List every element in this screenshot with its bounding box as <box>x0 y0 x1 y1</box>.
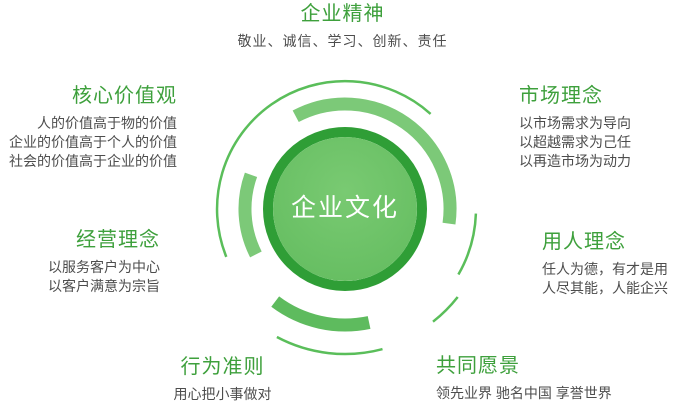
decor-thin-arc-bottom-right <box>432 296 459 323</box>
section-market-line: 以再造市场为动力 <box>519 153 631 169</box>
section-conduct-line: 用心把小事做对 <box>173 386 272 402</box>
decor-thick-arc-left <box>238 172 262 258</box>
section-conduct: 行为准则 用心把小事做对 <box>150 356 295 404</box>
section-vision-title: 共同愿景 <box>436 355 520 377</box>
section-core-values-line: 企业的价值高于个人的价值 <box>9 134 177 150</box>
section-spirit-title: 企业精神 <box>300 3 385 25</box>
section-market: 市场理念 以市场需求为导向 以超越需求为己任 以再造市场为动力 <box>519 85 631 171</box>
section-talent-line: 任人为德，有才是用 <box>542 261 668 277</box>
section-market-title: 市场理念 <box>519 85 603 107</box>
section-spirit: 企业精神 敬业、诚信、学习、创新、责任 <box>5 3 675 51</box>
section-talent-line: 人尽其能，人能企兴 <box>542 280 668 296</box>
section-market-line: 以市场需求为导向 <box>519 115 631 131</box>
decor-thin-arc-bottom <box>276 335 383 356</box>
section-business-line: 以服务客户为中心 <box>48 259 160 275</box>
center-dark-ring <box>263 127 427 291</box>
section-business-line: 以客户满意为宗旨 <box>48 278 160 294</box>
section-talent: 用人理念 任人为德，有才是用 人尽其能，人能企兴 <box>542 231 668 298</box>
decor-thick-arc-bottom <box>271 296 371 332</box>
section-core-values-line: 社会的价值高于企业的价值 <box>9 153 177 169</box>
center-circle <box>273 137 417 281</box>
decor-thin-arc-top-left <box>215 79 432 258</box>
section-business: 经营理念 以服务客户为中心 以客户满意为宗旨 <box>48 229 160 296</box>
section-core-values-line: 人的价值高于物的价值 <box>37 115 177 131</box>
section-vision: 共同愿景 领先业界 驰名中国 享誉世界 <box>436 355 612 403</box>
center-title: 企业文化 <box>290 194 399 222</box>
section-vision-line: 领先业界 驰名中国 享誉世界 <box>436 385 612 401</box>
section-core-values: 核心价值观 人的价值高于物的价值 企业的价值高于个人的价值 社会的价值高于企业的… <box>9 85 177 171</box>
section-spirit-line: 敬业、诚信、学习、创新、责任 <box>237 33 448 49</box>
decor-thick-arc-top <box>292 97 457 225</box>
section-talent-title: 用人理念 <box>542 231 626 253</box>
section-conduct-title: 行为准则 <box>180 356 265 378</box>
section-business-title: 经营理念 <box>76 229 160 251</box>
section-core-values-title: 核心价值观 <box>72 85 177 107</box>
decor-thin-arc-right <box>457 213 478 276</box>
section-market-line: 以超越需求为己任 <box>519 134 631 150</box>
